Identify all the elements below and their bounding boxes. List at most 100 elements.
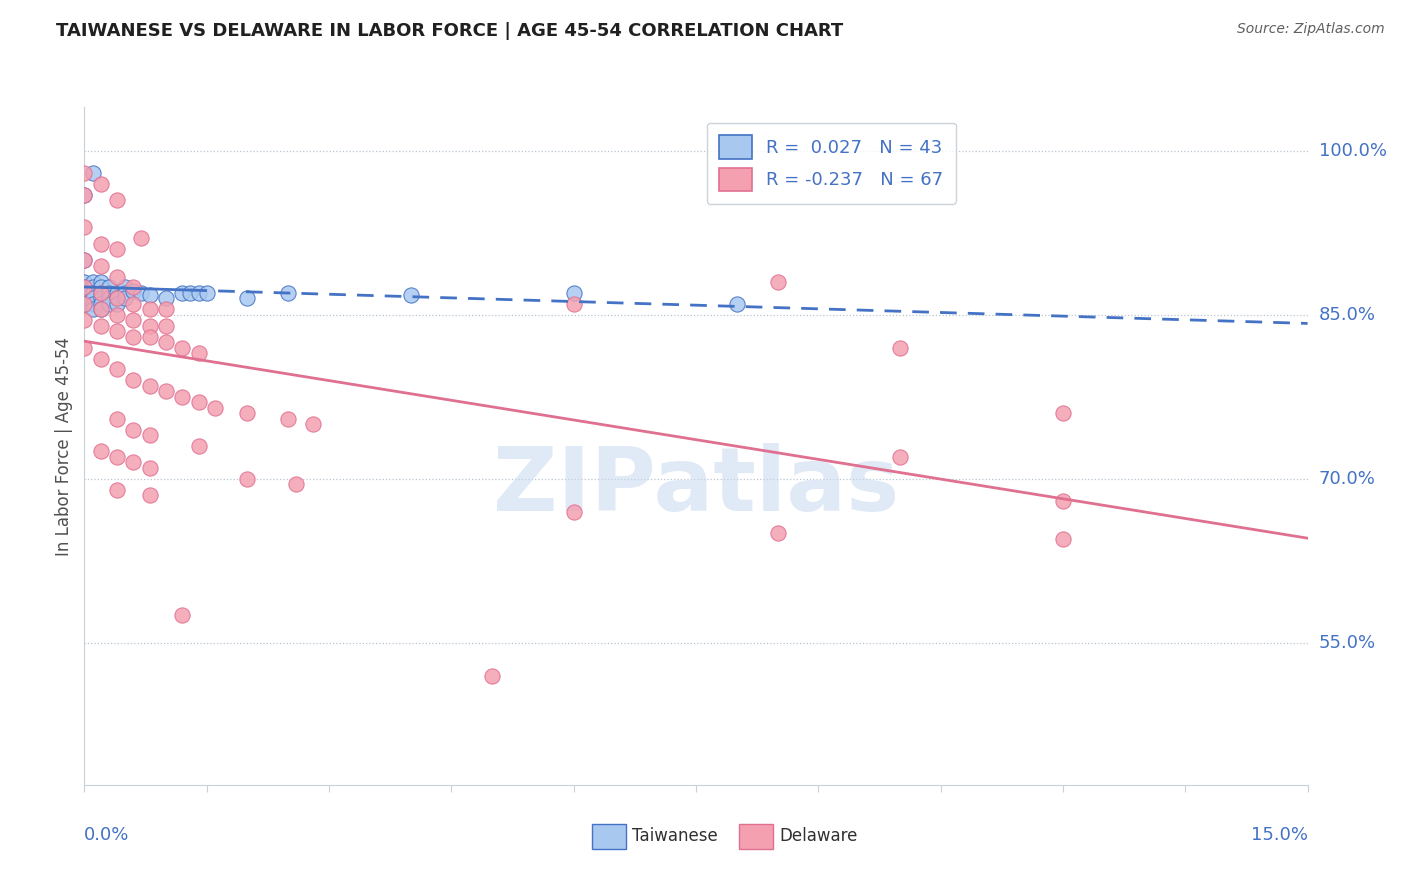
Point [122,313,145,327]
Point [90,351,112,366]
Point [481,668,503,682]
Point [138,329,160,343]
Point [90,318,112,333]
Point [73,187,96,202]
Text: Taiwanese: Taiwanese [633,828,718,846]
Point [172,608,194,623]
Point [399,288,422,302]
Point [172,390,194,404]
Point [122,329,145,343]
Point [131,231,153,245]
Point [155,302,177,317]
Point [73,292,96,306]
Point [155,292,177,306]
Point [90,297,112,311]
Point [73,275,96,289]
Point [122,373,145,387]
Point [90,302,112,317]
Point [138,288,160,302]
Point [195,285,218,300]
Point [131,285,153,300]
Point [82,275,104,289]
Text: 55.0%: 55.0% [1319,634,1376,652]
Point [82,297,104,311]
Point [90,177,112,191]
Text: Source: ZipAtlas.com: Source: ZipAtlas.com [1237,22,1385,37]
Point [138,461,160,475]
Text: 85.0%: 85.0% [1319,306,1375,324]
Point [187,439,209,453]
Point [122,455,145,469]
Point [73,220,96,235]
FancyBboxPatch shape [738,823,773,849]
Point [301,417,323,431]
Point [73,253,96,268]
Point [105,269,128,284]
Point [90,259,112,273]
Point [1052,406,1074,420]
Point [73,187,96,202]
Point [172,285,194,300]
Point [90,285,112,300]
Point [114,292,136,306]
Point [90,285,112,300]
Point [562,285,585,300]
Point [90,444,112,458]
Y-axis label: In Labor Force | Age 45-54: In Labor Force | Age 45-54 [55,336,73,556]
Point [285,477,308,491]
Point [122,423,145,437]
Point [82,292,104,306]
Point [105,292,128,306]
Point [105,242,128,256]
Point [138,379,160,393]
Point [114,280,136,294]
Point [105,450,128,464]
Point [97,280,120,294]
Point [138,318,160,333]
Point [97,297,120,311]
Point [73,297,96,311]
Text: 70.0%: 70.0% [1319,470,1375,488]
Point [105,297,128,311]
Point [105,362,128,376]
Text: Delaware: Delaware [779,828,858,846]
FancyBboxPatch shape [592,823,626,849]
Text: TAIWANESE VS DELAWARE IN LABOR FORCE | AGE 45-54 CORRELATION CHART: TAIWANESE VS DELAWARE IN LABOR FORCE | A… [56,22,844,40]
Point [105,411,128,425]
Point [204,401,226,415]
Point [725,297,748,311]
Point [138,428,160,442]
Point [73,313,96,327]
Point [187,285,209,300]
Point [73,166,96,180]
Point [1052,532,1074,546]
Point [122,297,145,311]
Point [562,505,585,519]
Point [73,253,96,268]
Point [187,346,209,360]
Text: 100.0%: 100.0% [1319,142,1386,160]
Point [97,292,120,306]
Point [73,285,96,300]
Point [105,193,128,207]
Point [236,406,259,420]
Point [236,472,259,486]
Point [138,488,160,502]
Point [90,292,112,306]
Point [155,384,177,399]
Point [90,302,112,317]
Text: ZIPatlas: ZIPatlas [494,443,898,530]
Legend: R =  0.027   N = 43, R = -0.237   N = 67: R = 0.027 N = 43, R = -0.237 N = 67 [707,123,956,203]
Point [73,280,96,294]
Point [105,308,128,322]
Text: 0.0%: 0.0% [84,826,129,844]
Point [73,297,96,311]
Point [187,395,209,409]
Point [277,411,299,425]
Point [138,302,160,317]
Point [766,526,789,541]
Point [105,292,128,306]
Point [97,285,120,300]
Point [277,285,299,300]
Point [122,284,145,298]
